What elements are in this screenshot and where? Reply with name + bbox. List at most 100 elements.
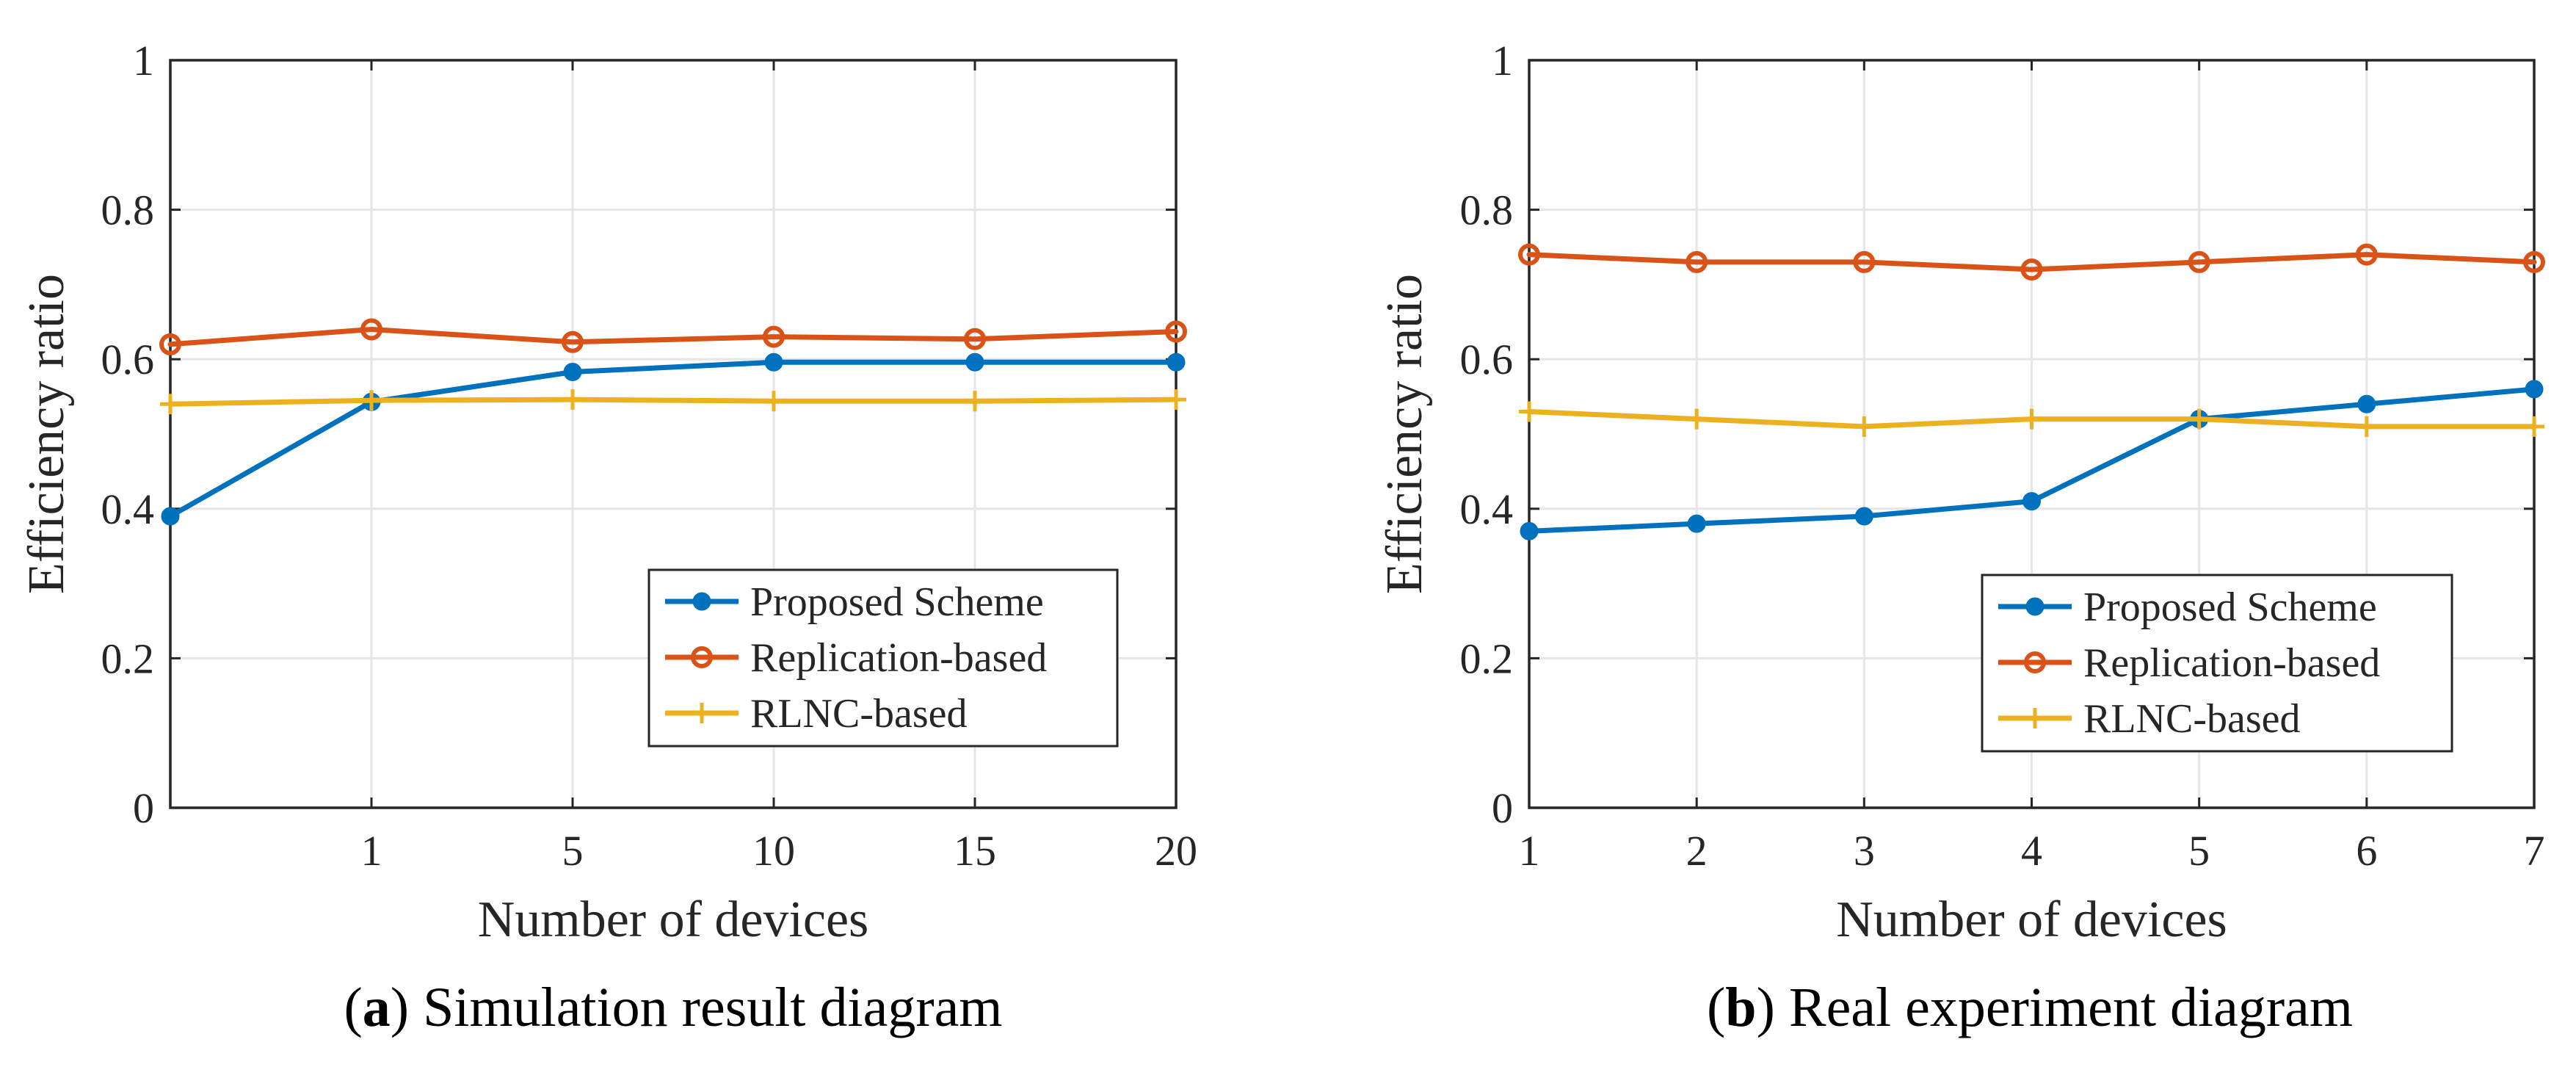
series-rlnc-based <box>1519 401 2544 437</box>
data-point <box>562 389 583 410</box>
x-axis-label: Number of devices <box>1836 891 2227 948</box>
legend-entry: Proposed Scheme <box>665 579 1044 625</box>
data-point <box>2188 408 2210 430</box>
data-point <box>2188 250 2210 273</box>
data-point <box>1518 243 1540 266</box>
legend-entry: Proposed Scheme <box>1998 585 2377 630</box>
x-tick-label: 20 <box>1155 827 1197 875</box>
legend-entry: Replication-based <box>1998 640 2380 686</box>
y-axis-label: Efficiency ratio <box>18 274 75 594</box>
data-point <box>1853 250 1876 273</box>
series-replication-based <box>1518 243 2545 281</box>
x-tick-label: 5 <box>2188 827 2210 875</box>
legend-entry: RLNC-based <box>665 691 968 737</box>
series-proposed-scheme <box>1520 380 2544 540</box>
x-tick-label: 1 <box>1519 827 1540 875</box>
caption-letter: a <box>363 977 391 1038</box>
data-point <box>1687 514 1706 533</box>
series-proposed-scheme <box>161 352 1186 526</box>
legend-marker <box>692 703 712 723</box>
caption-open-paren: ( <box>1707 977 1725 1038</box>
data-point <box>360 318 382 341</box>
data-point <box>2020 258 2043 281</box>
legend-marker <box>691 646 713 668</box>
legend-label: RLNC-based <box>750 691 968 737</box>
data-point <box>563 363 582 382</box>
y-tick-label: 1 <box>133 37 154 84</box>
data-point <box>1854 416 1875 437</box>
data-point <box>764 352 783 372</box>
data-point <box>2021 408 2042 430</box>
data-point <box>2525 380 2544 399</box>
x-tick-label: 7 <box>2524 827 2545 875</box>
y-tick-label: 0 <box>133 784 154 832</box>
y-tick-label: 0.8 <box>1460 187 1514 234</box>
data-point <box>160 394 181 415</box>
series-line <box>167 397 1179 407</box>
y-tick-label: 0.6 <box>101 336 155 383</box>
data-point <box>2357 394 2376 413</box>
data-point <box>965 391 985 412</box>
data-point <box>1165 320 1187 343</box>
caption-text: ) Real experiment diagram <box>1757 977 2353 1038</box>
data-point <box>965 352 984 372</box>
legend-label: Replication-based <box>750 635 1047 681</box>
y-axis-label: Efficiency ratio <box>1376 274 1433 594</box>
data-point <box>161 507 180 526</box>
legend-marker <box>692 592 711 611</box>
data-point <box>1854 507 1873 526</box>
data-point <box>763 325 785 348</box>
legend: Proposed Scheme Replication-based RLNC-bas… <box>647 568 1119 748</box>
data-point <box>159 333 181 355</box>
y-tick-label: 1 <box>1492 37 1513 84</box>
axes-frame <box>169 59 1178 809</box>
data-point <box>2355 243 2378 266</box>
panel-caption: (a) Simulation result diagram <box>344 977 1002 1038</box>
legend-marker <box>2024 651 2046 673</box>
y-tick-label: 0.2 <box>1460 634 1514 682</box>
data-point <box>1166 389 1186 410</box>
data-point <box>1686 250 1708 273</box>
series-replication-based <box>159 318 1187 355</box>
data-point <box>562 330 584 353</box>
x-tick-label: 3 <box>1854 827 1875 875</box>
data-point <box>2524 416 2544 437</box>
x-tick-label: 1 <box>361 827 382 875</box>
data-point <box>763 391 784 412</box>
data-point <box>1520 521 1539 540</box>
series-rlnc-based <box>160 389 1186 415</box>
legend-marker <box>2025 708 2045 728</box>
x-tick-label: 4 <box>2021 827 2042 875</box>
legend-marker <box>2025 597 2045 616</box>
y-tick-label: 0.8 <box>101 187 155 234</box>
chart-panel-b: 0 0.2 0.4 0.6 0.8 1 1 2 3 4 5 6 7 Number of devices Ef… <box>1376 37 2545 1038</box>
x-tick-label: 15 <box>954 827 996 875</box>
y-tick-label: 0 <box>1492 784 1513 832</box>
legend-label: RLNC-based <box>2083 696 2301 742</box>
series-line <box>167 359 1179 519</box>
panel-caption: (b) Real experiment diagram <box>1707 977 2353 1038</box>
x-tick-label: 2 <box>1686 827 1708 875</box>
x-tick-label: 5 <box>562 827 584 875</box>
x-axis-label: Number of devices <box>478 891 869 948</box>
x-tick-label: 6 <box>2356 827 2377 875</box>
data-point <box>2022 492 2041 511</box>
caption-letter: b <box>1725 977 1756 1038</box>
y-tick-label: 0.4 <box>101 485 155 533</box>
data-point <box>1686 408 1708 430</box>
data-point <box>2523 250 2545 273</box>
legend-label: Replication-based <box>2083 640 2380 686</box>
data-point <box>964 328 986 350</box>
y-tick-label: 0.6 <box>1460 336 1514 383</box>
legend-entry: RLNC-based <box>1998 696 2301 742</box>
caption-text: ) Simulation result diagram <box>391 977 1003 1038</box>
x-tick-label: 10 <box>752 827 795 875</box>
data-point <box>361 390 382 411</box>
legend-entry: Replication-based <box>665 635 1047 681</box>
legend: Proposed Scheme Replication-based RLNC-bas… <box>1981 574 2453 753</box>
caption-open-paren: ( <box>344 977 362 1038</box>
legend-label: Proposed Scheme <box>750 579 1044 625</box>
data-point <box>1167 352 1186 372</box>
